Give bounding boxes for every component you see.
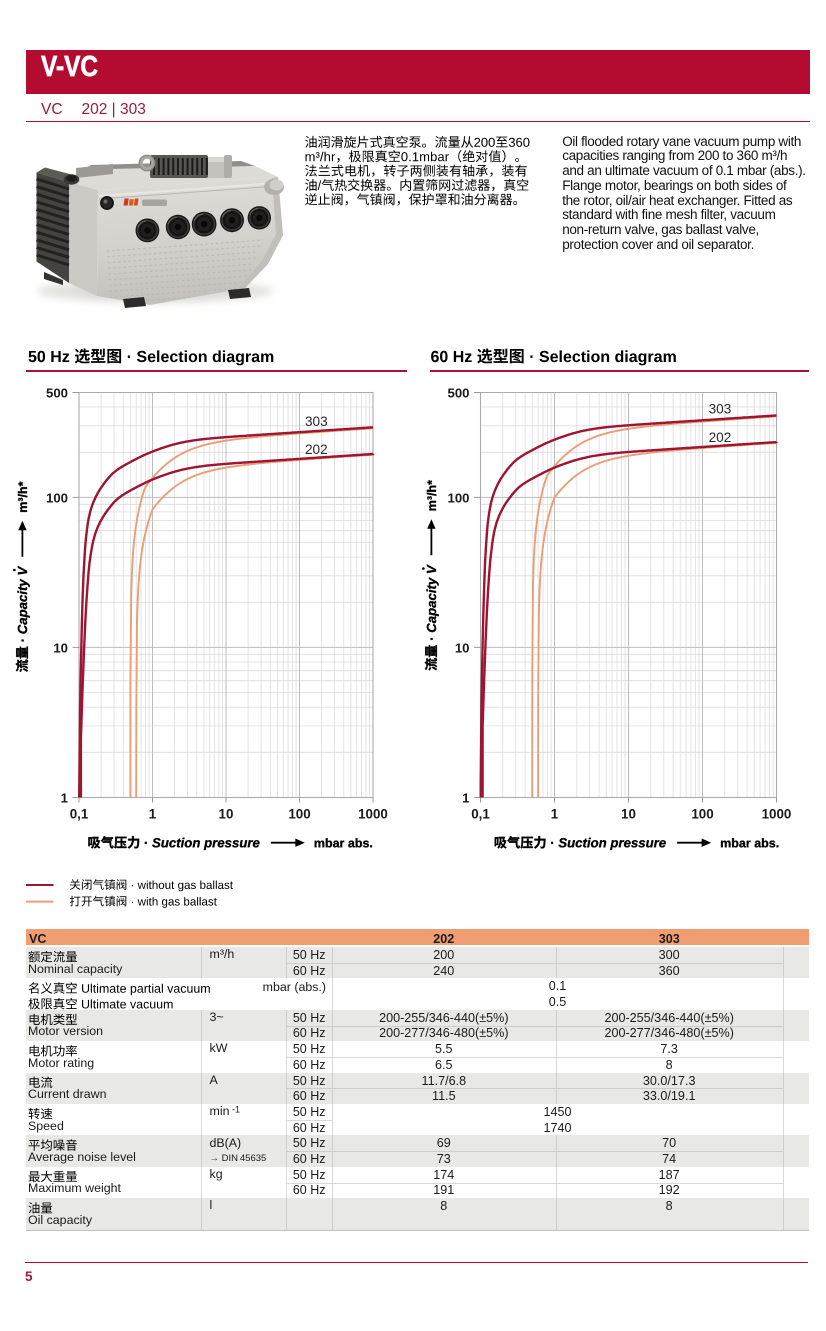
svg-text:100: 100 xyxy=(691,806,713,821)
svg-text:303: 303 xyxy=(709,401,732,416)
svg-text:10: 10 xyxy=(621,806,636,821)
svg-text:1: 1 xyxy=(462,790,469,805)
svg-text:1000: 1000 xyxy=(762,806,792,821)
svg-text:500: 500 xyxy=(447,385,469,400)
svg-text:1: 1 xyxy=(149,806,157,821)
svg-text:1: 1 xyxy=(61,790,68,805)
svg-text:0,1: 0,1 xyxy=(70,806,89,821)
svg-text:10: 10 xyxy=(53,640,68,655)
svg-text:202: 202 xyxy=(709,430,732,445)
svg-text:100: 100 xyxy=(447,490,469,505)
svg-text:1000: 1000 xyxy=(358,806,388,821)
svg-text:303: 303 xyxy=(305,414,328,429)
svg-text:202: 202 xyxy=(305,442,328,457)
svg-text:1: 1 xyxy=(551,806,559,821)
svg-text:500: 500 xyxy=(46,385,68,400)
svg-text:10: 10 xyxy=(455,640,470,655)
svg-text:0,1: 0,1 xyxy=(471,806,490,821)
svg-text:100: 100 xyxy=(288,806,310,821)
svg-text:10: 10 xyxy=(219,806,234,821)
svg-text:100: 100 xyxy=(46,490,68,505)
